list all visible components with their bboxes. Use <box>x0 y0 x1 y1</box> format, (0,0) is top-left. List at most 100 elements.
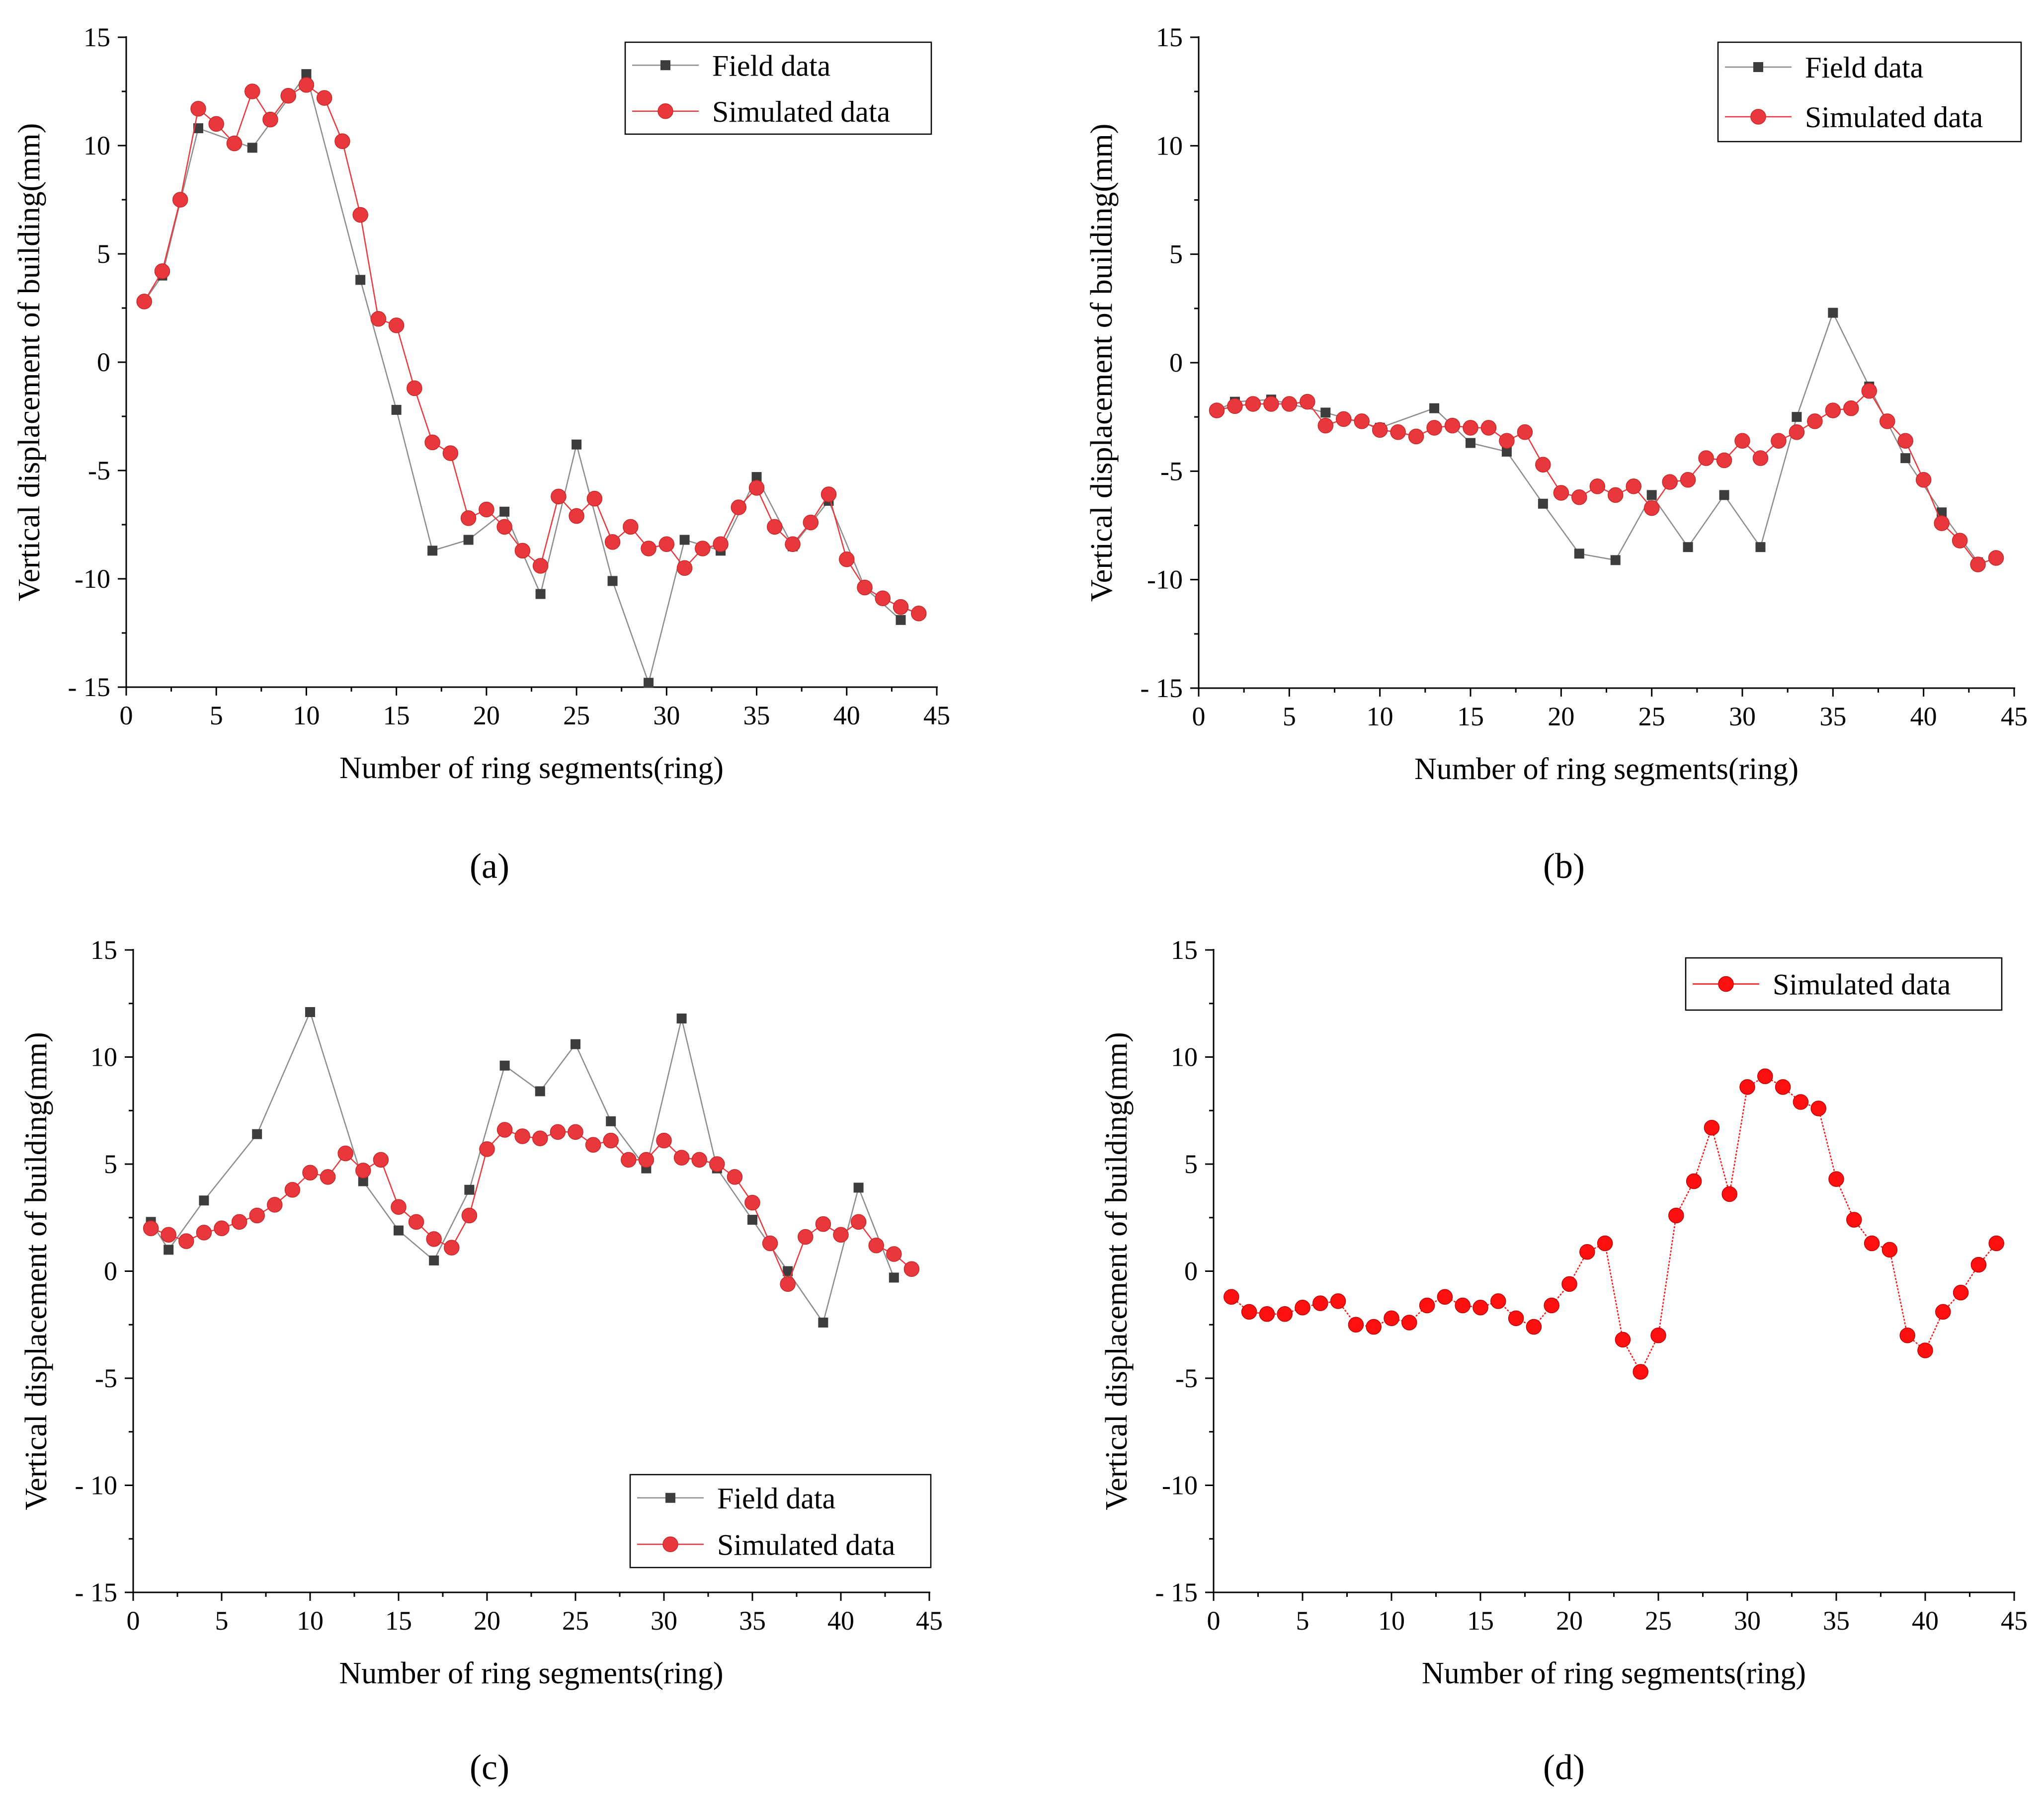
simulated-data-point <box>1295 1300 1310 1316</box>
y-tick-label: 10 <box>1156 131 1183 160</box>
simulated-data-point <box>1259 1306 1275 1322</box>
x-tick-label: 20 <box>473 701 500 730</box>
simulated-data-point <box>1752 450 1769 466</box>
legend-label: Simulated data <box>712 95 890 128</box>
simulated-data-point <box>875 590 891 606</box>
y-tick-label: -5 <box>88 456 110 485</box>
simulated-data-point <box>673 1150 690 1166</box>
x-tick-label: 40 <box>1912 1606 1939 1636</box>
y-tick-label: -5 <box>1160 456 1183 486</box>
simulated-data-point <box>154 263 170 279</box>
simulated-data-point <box>868 1238 884 1254</box>
simulated-data-point <box>815 1216 831 1232</box>
x-tick-label: 15 <box>1467 1606 1494 1636</box>
simulated-data-point <box>586 490 603 507</box>
simulated-data-point <box>267 1197 283 1213</box>
simulated-data-point <box>1668 1207 1684 1224</box>
simulated-data-point <box>1553 485 1569 501</box>
field-data-point <box>1501 447 1512 457</box>
simulated-data-point <box>780 1276 796 1292</box>
panel-label: (a) <box>470 846 509 886</box>
field-data-point <box>572 439 582 450</box>
y-tick-label: 15 <box>1171 935 1198 965</box>
field-data-point <box>164 1245 174 1255</box>
simulated-data-point <box>231 1214 247 1230</box>
field-data-point <box>1828 308 1838 318</box>
legend: Field data Simulated data <box>1717 41 2022 143</box>
simulated-data-point <box>1472 1300 1488 1316</box>
y-tick-label: 5 <box>97 239 110 269</box>
x-tick-label: 35 <box>1823 1606 1850 1636</box>
simulated-data-point <box>496 519 512 535</box>
y-tick-label: 15 <box>83 22 110 52</box>
field-data-point <box>606 1116 616 1126</box>
simulated-data-point <box>695 541 711 556</box>
x-axis-title: Number of ring segments(ring) <box>339 751 724 785</box>
simulated-data-point <box>1988 1235 2004 1252</box>
simulated-data-point <box>893 599 909 615</box>
simulated-data-point <box>656 1132 672 1149</box>
simulated-data-point <box>1589 478 1606 494</box>
simulated-data-point <box>1686 1173 1702 1189</box>
simulated-data-point <box>1864 1235 1880 1252</box>
simulated-data-point <box>1633 1364 1648 1380</box>
simulated-data-point <box>496 1122 513 1138</box>
simulated-data-point <box>785 536 801 552</box>
series-field-data <box>1212 308 1983 567</box>
panel-label: (d) <box>1543 1747 1585 1787</box>
simulated-data-point <box>226 135 243 152</box>
x-tick-label: 25 <box>563 701 590 730</box>
x-tick-label: 30 <box>653 701 680 730</box>
field-data-point <box>853 1182 864 1193</box>
x-tick-label: 25 <box>1645 1606 1672 1636</box>
simulated-data-point <box>1401 1315 1417 1331</box>
simulated-data-point <box>1508 1310 1524 1327</box>
simulated-data-point <box>190 101 206 117</box>
x-tick-label: 20 <box>474 1606 500 1636</box>
legend-box <box>629 1474 932 1569</box>
simulated-data-point <box>355 1163 371 1179</box>
x-tick-label: 0 <box>1192 702 1206 731</box>
series-simulated-data <box>136 77 927 622</box>
y-tick-label: 15 <box>90 935 117 965</box>
series-line <box>144 73 901 685</box>
legend-box <box>624 41 932 135</box>
x-tick-label: 25 <box>1638 702 1665 731</box>
field-data-point <box>1466 438 1475 448</box>
simulated-data-point <box>641 541 656 556</box>
x-tick-label: 10 <box>1378 1606 1405 1636</box>
chart-panel-c: 0 5 10 15 20 25 30 35 40 45 15 10 5 0 -5 - 10 - 15 Number… <box>19 935 943 1787</box>
simulated-data-point <box>316 90 332 106</box>
x-tick-label: 20 <box>1548 702 1574 731</box>
simulated-data-point <box>1970 1257 1987 1273</box>
simulated-data-point <box>1490 1293 1506 1309</box>
simulated-data-point <box>551 488 567 505</box>
field-data-point <box>1719 490 1729 500</box>
simulated-data-point <box>1807 413 1823 429</box>
field-data-point <box>535 589 546 599</box>
simulated-data-point <box>1846 1212 1862 1228</box>
simulated-data-point <box>373 1152 389 1168</box>
legend-marker <box>665 1493 675 1503</box>
simulated-data-point <box>1775 1079 1791 1095</box>
legend-label: Simulated data <box>1773 968 1951 1001</box>
x-tick-label: 0 <box>1207 1606 1221 1636</box>
y-tick-label: 5 <box>1184 1149 1198 1179</box>
simulated-data-point <box>1897 433 1913 449</box>
field-data-point <box>1429 403 1440 413</box>
simulated-data-point <box>1455 1297 1471 1314</box>
field-data-point <box>301 69 312 79</box>
simulated-data-point <box>1571 489 1587 505</box>
x-tick-label: 15 <box>1457 702 1484 731</box>
x-tick-label: 5 <box>1296 1606 1309 1636</box>
simulated-data-point <box>1952 533 1968 549</box>
simulated-data-point <box>1224 1289 1239 1305</box>
simulated-data-point <box>1426 420 1442 436</box>
simulated-data-point <box>1953 1284 1969 1301</box>
field-data-point <box>355 275 366 285</box>
simulated-data-point <box>244 83 260 99</box>
field-data-point <box>464 1184 475 1195</box>
simulated-data-point <box>1935 1304 1951 1320</box>
simulated-data-point <box>1771 433 1787 449</box>
simulated-data-point <box>426 1231 442 1247</box>
